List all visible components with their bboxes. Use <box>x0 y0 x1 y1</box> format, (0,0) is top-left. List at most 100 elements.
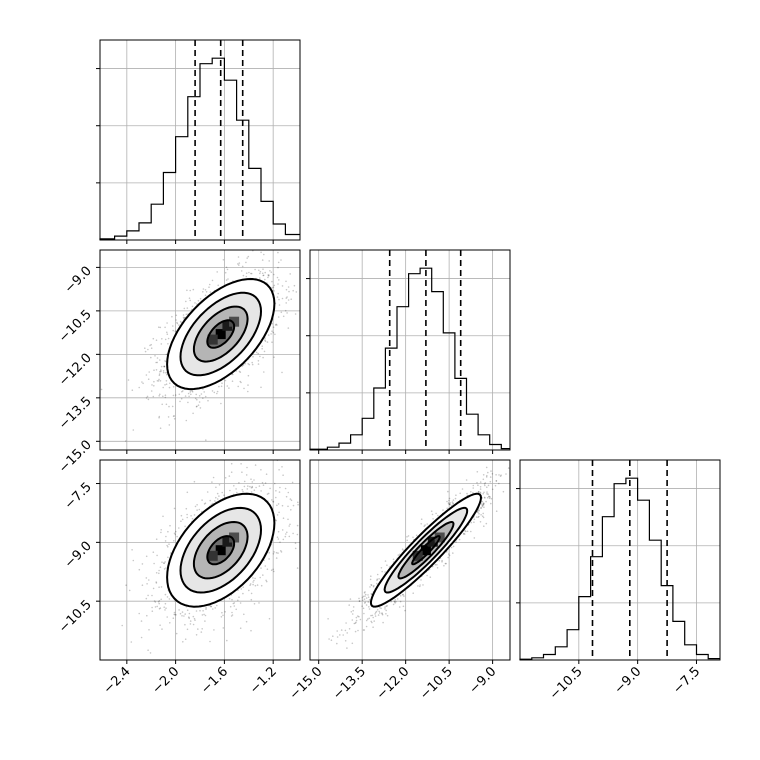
scatter-point <box>241 471 243 474</box>
scatter-point <box>159 326 162 329</box>
scatter-point <box>192 288 195 291</box>
scatter-point <box>164 602 167 605</box>
scatter-point <box>245 275 248 278</box>
scatter-point <box>486 491 488 493</box>
scatter-point <box>354 622 357 624</box>
scatter-point <box>251 361 253 364</box>
scatter-point <box>192 615 195 618</box>
scatter-point <box>191 305 194 308</box>
scatter-point <box>216 392 218 395</box>
scatter-point <box>268 552 271 554</box>
scatter-point <box>158 602 160 605</box>
scatter-point <box>165 403 168 406</box>
scatter-point <box>296 524 299 527</box>
scatter-point <box>209 640 211 643</box>
scatter-point <box>378 610 381 613</box>
scatter-point <box>250 629 252 632</box>
scatter-point <box>163 562 165 565</box>
scatter-point <box>193 617 196 620</box>
scatter-point <box>186 289 188 292</box>
scatter-point <box>128 589 131 592</box>
scatter-point <box>477 491 480 493</box>
scatter-point <box>216 271 218 273</box>
scatter-point <box>254 268 256 271</box>
scatter-point <box>186 609 189 611</box>
scatter-point <box>263 350 266 353</box>
scatter-point <box>449 503 451 506</box>
scatter-point <box>174 330 177 333</box>
scatter-point <box>448 503 451 506</box>
scatter-point <box>473 518 476 521</box>
scatter-point <box>186 516 188 519</box>
scatter-point <box>342 634 345 636</box>
scatter-point <box>499 475 502 478</box>
scatter-point <box>206 491 209 493</box>
scatter-point <box>259 272 261 275</box>
scatter-point <box>159 624 161 626</box>
scatter-point <box>271 280 273 283</box>
scatter-point <box>188 617 190 619</box>
scatter-point <box>154 606 157 608</box>
scatter-point <box>296 533 299 536</box>
scatter-point <box>370 584 373 586</box>
scatter-point <box>167 337 170 340</box>
scatter-point <box>477 484 479 487</box>
scatter-point <box>484 484 486 487</box>
scatter-point <box>175 632 178 635</box>
scatter-point <box>197 299 200 302</box>
scatter-point <box>239 371 242 374</box>
scatter-point <box>203 391 205 393</box>
scatter-point <box>240 381 242 384</box>
scatter-point <box>138 612 140 615</box>
scatter-point <box>211 390 214 392</box>
scatter-point <box>485 466 488 469</box>
scatter-point <box>452 552 454 554</box>
scatter-point <box>388 566 391 568</box>
scatter-point <box>247 363 249 365</box>
scatter-point <box>262 574 264 576</box>
scatter-point <box>260 567 262 569</box>
scatter-point <box>482 516 485 519</box>
scatter-point <box>306 290 308 292</box>
scatter-point <box>265 473 268 476</box>
scatter-point <box>272 500 274 503</box>
scatter-point <box>486 493 488 495</box>
scatter-point <box>297 501 299 504</box>
scatter-point <box>357 615 359 617</box>
scatter-point <box>127 379 130 381</box>
scatter-point <box>302 306 304 308</box>
scatter-point <box>212 608 214 610</box>
scatter-point <box>156 554 158 557</box>
scatter-point <box>207 399 209 402</box>
scatter-point <box>204 620 206 622</box>
scatter-point <box>216 390 219 393</box>
scatter-point <box>257 360 260 362</box>
scatter-point <box>225 266 228 269</box>
scatter-point <box>200 393 203 395</box>
scatter-point <box>161 338 163 340</box>
scatter-point <box>270 271 273 274</box>
scatter-point <box>164 396 167 399</box>
scatter-point <box>452 502 454 505</box>
scatter-point <box>266 341 269 343</box>
scatter-point <box>357 629 359 632</box>
scatter-point <box>154 601 157 603</box>
scatter-point <box>199 407 202 409</box>
scatter-point <box>293 284 296 287</box>
scatter-point <box>202 291 204 293</box>
scatter-point <box>364 601 367 604</box>
scatter-point <box>161 403 163 406</box>
scatter-point <box>294 547 297 550</box>
scatter-point <box>172 394 175 397</box>
scatter-point <box>459 492 462 495</box>
scatter-point <box>402 594 404 596</box>
scatter-point <box>276 504 278 507</box>
scatter-point <box>282 538 285 541</box>
scatter-point <box>194 505 197 508</box>
scatter-point <box>280 551 283 553</box>
scatter-point <box>455 541 457 543</box>
scatter-point <box>393 601 396 603</box>
scatter-point <box>192 623 195 626</box>
scatter-point <box>236 491 238 494</box>
